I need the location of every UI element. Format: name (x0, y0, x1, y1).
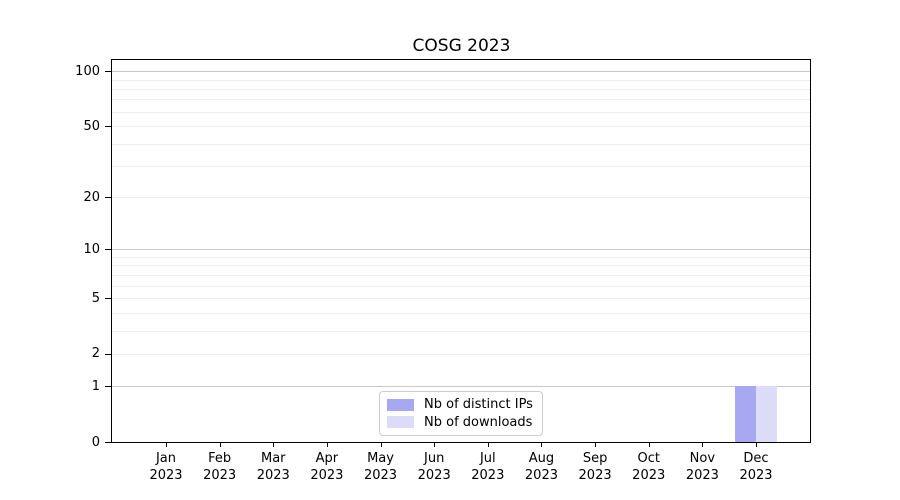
y-tick-mark (105, 71, 111, 73)
gridline-minor (112, 274, 810, 276)
legend-label-downloads: Nb of downloads (424, 414, 533, 430)
gridline-minor (112, 330, 810, 332)
x-tick-mark (595, 443, 597, 447)
legend-swatch-distinct-ips (387, 398, 414, 411)
x-tick-label-month: Nov (689, 451, 716, 466)
x-tick-mark (487, 443, 489, 447)
gridline-major (112, 386, 810, 388)
x-tick-label: Sep 2023 (563, 450, 627, 484)
gridline-major (112, 249, 810, 251)
gridline-minor (112, 298, 810, 299)
y-tick-mark (105, 249, 111, 251)
x-tick-mark (166, 443, 167, 447)
gridline-minor (112, 312, 810, 314)
y-tick-mark (105, 298, 111, 299)
x-tick-label-month: Aug (528, 451, 555, 466)
chart-title: COSG 2023 (412, 36, 511, 56)
gridline-minor (112, 285, 810, 287)
y-tick-label: 10 (83, 241, 100, 257)
x-tick-label-month: Dec (743, 451, 769, 466)
x-tick-label-year: 2023 (685, 468, 719, 483)
bar-nb-of-distinct-ips (734, 386, 756, 442)
x-tick-label: Oct 2023 (617, 450, 681, 484)
y-tick-label: 5 (91, 290, 100, 306)
y-tick-label: 100 (75, 63, 100, 79)
gridline-minor (112, 166, 810, 168)
x-tick-label: Jun 2023 (402, 450, 466, 484)
x-tick-label-month: Oct (637, 451, 660, 466)
legend-label-distinct-ips: Nb of distinct IPs (424, 397, 533, 413)
x-tick-label: Jul 2023 (456, 450, 520, 484)
legend-swatch-downloads (387, 416, 414, 429)
y-tick-label: 50 (83, 118, 100, 134)
x-tick-label-month: Mar (261, 451, 286, 466)
y-tick-label: 0 (91, 434, 100, 450)
gridline-minor (112, 353, 810, 355)
x-tick-label-year: 2023 (524, 468, 558, 483)
gridline-minor (112, 79, 810, 81)
gridline-minor (112, 265, 810, 267)
y-tick-mark (105, 386, 111, 388)
gridline-minor (112, 143, 810, 145)
gridline-minor (112, 256, 810, 258)
x-tick-mark (219, 443, 221, 447)
gridline-major (112, 71, 810, 73)
bar-nb-of-downloads (756, 386, 778, 442)
x-tick-label-year: 2023 (739, 468, 773, 483)
x-tick-label: May 2023 (349, 450, 413, 484)
x-tick-mark (273, 443, 275, 447)
x-tick-label-month: Jun (424, 451, 445, 466)
x-tick-label-month: Apr (315, 451, 339, 466)
x-tick-label-year: 2023 (149, 468, 183, 483)
x-tick-label: Apr 2023 (295, 450, 359, 484)
x-tick-label-month: Jul (479, 451, 496, 466)
x-tick-label: Nov 2023 (670, 450, 734, 484)
x-tick-label-year: 2023 (363, 468, 398, 483)
x-tick-mark (434, 443, 436, 447)
x-tick-label-month: Jan (155, 451, 177, 466)
x-tick-mark (756, 443, 757, 447)
x-tick-label: Feb 2023 (188, 450, 252, 484)
y-tick-label: 20 (83, 189, 100, 205)
gridline-minor (112, 197, 810, 199)
x-tick-label: Aug 2023 (509, 450, 573, 484)
x-tick-label: Dec 2023 (724, 450, 788, 484)
gridline-minor (112, 126, 810, 128)
x-tick-label-year: 2023 (417, 468, 451, 483)
x-tick-label: Jan 2023 (134, 450, 198, 484)
x-tick-label-month: May (367, 451, 394, 466)
x-tick-mark (380, 443, 382, 447)
x-tick-label-month: Sep (582, 451, 608, 466)
y-tick-label: 2 (91, 346, 100, 362)
x-tick-label-year: 2023 (471, 468, 505, 483)
gridline-minor (112, 111, 810, 113)
y-tick-mark (105, 126, 111, 128)
x-tick-mark (326, 443, 328, 447)
legend: Nb of distinct IPs Nb of downloads (379, 391, 543, 436)
gridline-minor (112, 88, 810, 90)
x-tick-label: Mar 2023 (241, 450, 305, 484)
x-tick-label-year: 2023 (632, 468, 666, 483)
x-tick-label-month: Feb (208, 451, 232, 466)
x-tick-label-year: 2023 (578, 468, 612, 483)
x-tick-mark (702, 443, 704, 447)
legend-item-distinct-ips: Nb of distinct IPs (387, 396, 534, 414)
x-tick-label-year: 2023 (203, 468, 237, 483)
y-tick-mark (105, 197, 111, 199)
y-tick-label: 1 (91, 378, 100, 394)
y-tick-mark (105, 353, 111, 355)
y-tick-mark (105, 442, 111, 443)
gridline-minor (112, 99, 810, 101)
x-tick-label-year: 2023 (256, 468, 290, 483)
x-tick-label-year: 2023 (310, 468, 344, 483)
legend-item-downloads: Nb of downloads (387, 414, 534, 432)
plot-area (111, 59, 811, 443)
x-tick-mark (648, 443, 650, 447)
x-tick-mark (541, 443, 543, 447)
